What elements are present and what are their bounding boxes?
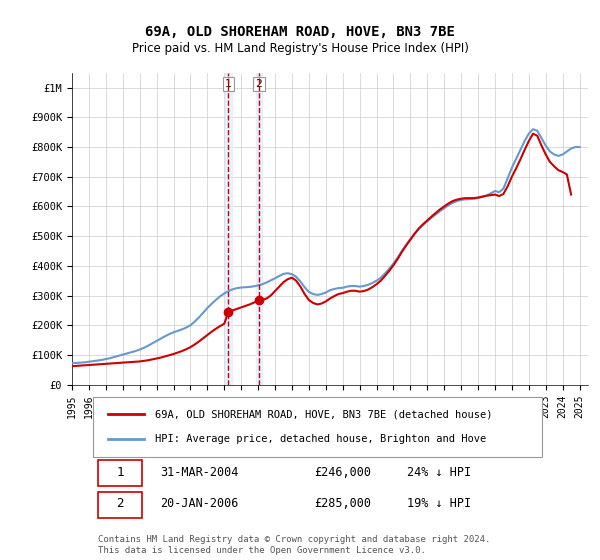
Text: 1: 1	[225, 79, 232, 89]
FancyBboxPatch shape	[92, 397, 542, 456]
Text: 31-MAR-2004: 31-MAR-2004	[160, 466, 238, 479]
FancyBboxPatch shape	[98, 460, 142, 486]
Text: Price paid vs. HM Land Registry's House Price Index (HPI): Price paid vs. HM Land Registry's House …	[131, 42, 469, 55]
Text: HPI: Average price, detached house, Brighton and Hove: HPI: Average price, detached house, Brig…	[155, 434, 486, 444]
Text: £285,000: £285,000	[314, 497, 371, 510]
Text: 20-JAN-2006: 20-JAN-2006	[160, 497, 238, 510]
FancyBboxPatch shape	[98, 492, 142, 518]
Text: £246,000: £246,000	[314, 466, 371, 479]
Text: 2: 2	[116, 497, 124, 510]
Text: 69A, OLD SHOREHAM ROAD, HOVE, BN3 7BE: 69A, OLD SHOREHAM ROAD, HOVE, BN3 7BE	[145, 25, 455, 39]
Bar	[256, 73, 262, 385]
Text: 24% ↓ HPI: 24% ↓ HPI	[407, 466, 472, 479]
Text: 19% ↓ HPI: 19% ↓ HPI	[407, 497, 472, 510]
Text: 69A, OLD SHOREHAM ROAD, HOVE, BN3 7BE (detached house): 69A, OLD SHOREHAM ROAD, HOVE, BN3 7BE (d…	[155, 409, 492, 419]
Text: 1: 1	[116, 466, 124, 479]
Text: Contains HM Land Registry data © Crown copyright and database right 2024.
This d: Contains HM Land Registry data © Crown c…	[98, 535, 490, 555]
Text: 2: 2	[256, 79, 262, 89]
Bar	[225, 73, 232, 385]
